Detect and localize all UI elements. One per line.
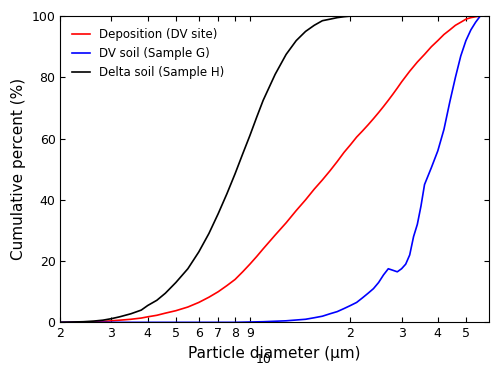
Delta soil (Sample H) [215,211,221,216]
Delta soil (Sample H) [232,172,238,176]
Delta soil (Sample H) [116,314,122,319]
Delta soil (Sample H) [302,29,308,34]
Delta soil (Sample H) [320,18,326,23]
DV soil (Sample G) [173,320,179,325]
DV soil (Sample G) [410,234,416,239]
DV soil (Sample G) [402,262,408,267]
DV soil (Sample G) [472,20,478,25]
Delta soil (Sample H) [341,14,347,19]
DV soil (Sample G) [327,311,333,316]
DV soil (Sample G) [365,291,371,296]
DV soil (Sample G) [435,149,441,153]
DV soil (Sample G) [394,270,400,274]
Deposition (DV site) [80,320,86,324]
DV soil (Sample G) [468,28,474,32]
Delta soil (Sample H) [70,320,75,324]
Delta soil (Sample H) [138,308,144,313]
DV soil (Sample G) [376,280,382,285]
Delta soil (Sample H) [370,14,376,18]
Delta soil (Sample H) [311,23,317,28]
DV soil (Sample G) [232,320,238,325]
DV soil (Sample G) [360,296,366,300]
DV soil (Sample G) [348,303,354,308]
DV soil (Sample G) [428,166,434,170]
DV soil (Sample G) [418,204,424,208]
Y-axis label: Cumulative percent (%): Cumulative percent (%) [11,78,26,260]
DV soil (Sample G) [311,316,317,320]
Delta soil (Sample H) [224,192,230,196]
DV soil (Sample G) [260,319,266,324]
Deposition (DV site) [380,104,386,109]
DV soil (Sample G) [380,273,386,277]
Delta soil (Sample H) [360,14,366,18]
Legend: Deposition (DV site), DV soil (Sample G), Delta soil (Sample H): Deposition (DV site), DV soil (Sample G)… [66,22,230,84]
DV soil (Sample G) [320,314,326,319]
Line: DV soil (Sample G): DV soil (Sample G) [60,16,480,322]
DV soil (Sample G) [58,320,64,325]
Delta soil (Sample H) [293,38,299,43]
DV soil (Sample G) [386,267,392,271]
Delta soil (Sample H) [173,280,179,285]
Line: Deposition (DV site): Deposition (DV site) [60,16,484,322]
Delta soil (Sample H) [260,98,266,103]
Delta soil (Sample H) [334,15,340,20]
X-axis label: Particle diameter (μm): Particle diameter (μm) [188,346,361,361]
Deposition (DV site) [206,295,212,299]
DV soil (Sample G) [398,267,404,271]
Delta soil (Sample H) [154,298,160,303]
Delta soil (Sample H) [348,14,354,18]
Delta soil (Sample H) [108,316,114,321]
Delta soil (Sample H) [185,267,191,271]
Delta soil (Sample H) [100,318,106,322]
DV soil (Sample G) [334,310,340,314]
DV soil (Sample G) [452,75,458,80]
DV soil (Sample G) [414,222,420,227]
DV soil (Sample G) [302,317,308,322]
Delta soil (Sample H) [196,250,202,254]
Delta soil (Sample H) [128,311,134,316]
DV soil (Sample G) [458,54,464,58]
Deposition (DV site) [90,319,96,324]
Delta soil (Sample H) [58,320,64,325]
Delta soil (Sample H) [162,291,168,296]
DV soil (Sample G) [477,14,483,18]
DV soil (Sample G) [390,268,396,273]
Delta soil (Sample H) [283,52,289,57]
DV soil (Sample G) [283,319,289,323]
DV soil (Sample G) [341,306,347,311]
DV soil (Sample G) [447,100,453,104]
Delta soil (Sample H) [80,319,86,324]
Delta soil (Sample H) [144,303,150,308]
Delta soil (Sample H) [206,231,212,236]
DV soil (Sample G) [370,287,376,291]
Delta soil (Sample H) [240,152,246,156]
Deposition (DV site) [58,320,64,325]
Deposition (DV site) [386,98,392,103]
Deposition (DV site) [482,14,488,18]
Delta soil (Sample H) [254,115,260,120]
DV soil (Sample G) [441,127,447,132]
DV soil (Sample G) [406,253,412,257]
Deposition (DV site) [283,221,289,225]
Delta soil (Sample H) [272,72,278,77]
Delta soil (Sample H) [327,17,333,21]
Delta soil (Sample H) [247,133,253,138]
DV soil (Sample G) [422,182,428,187]
Deposition (DV site) [477,14,483,18]
DV soil (Sample G) [354,300,360,305]
Delta soil (Sample H) [90,319,96,323]
DV soil (Sample G) [463,38,469,43]
Text: 10: 10 [255,353,271,366]
Line: Delta soil (Sample H): Delta soil (Sample H) [60,16,374,322]
